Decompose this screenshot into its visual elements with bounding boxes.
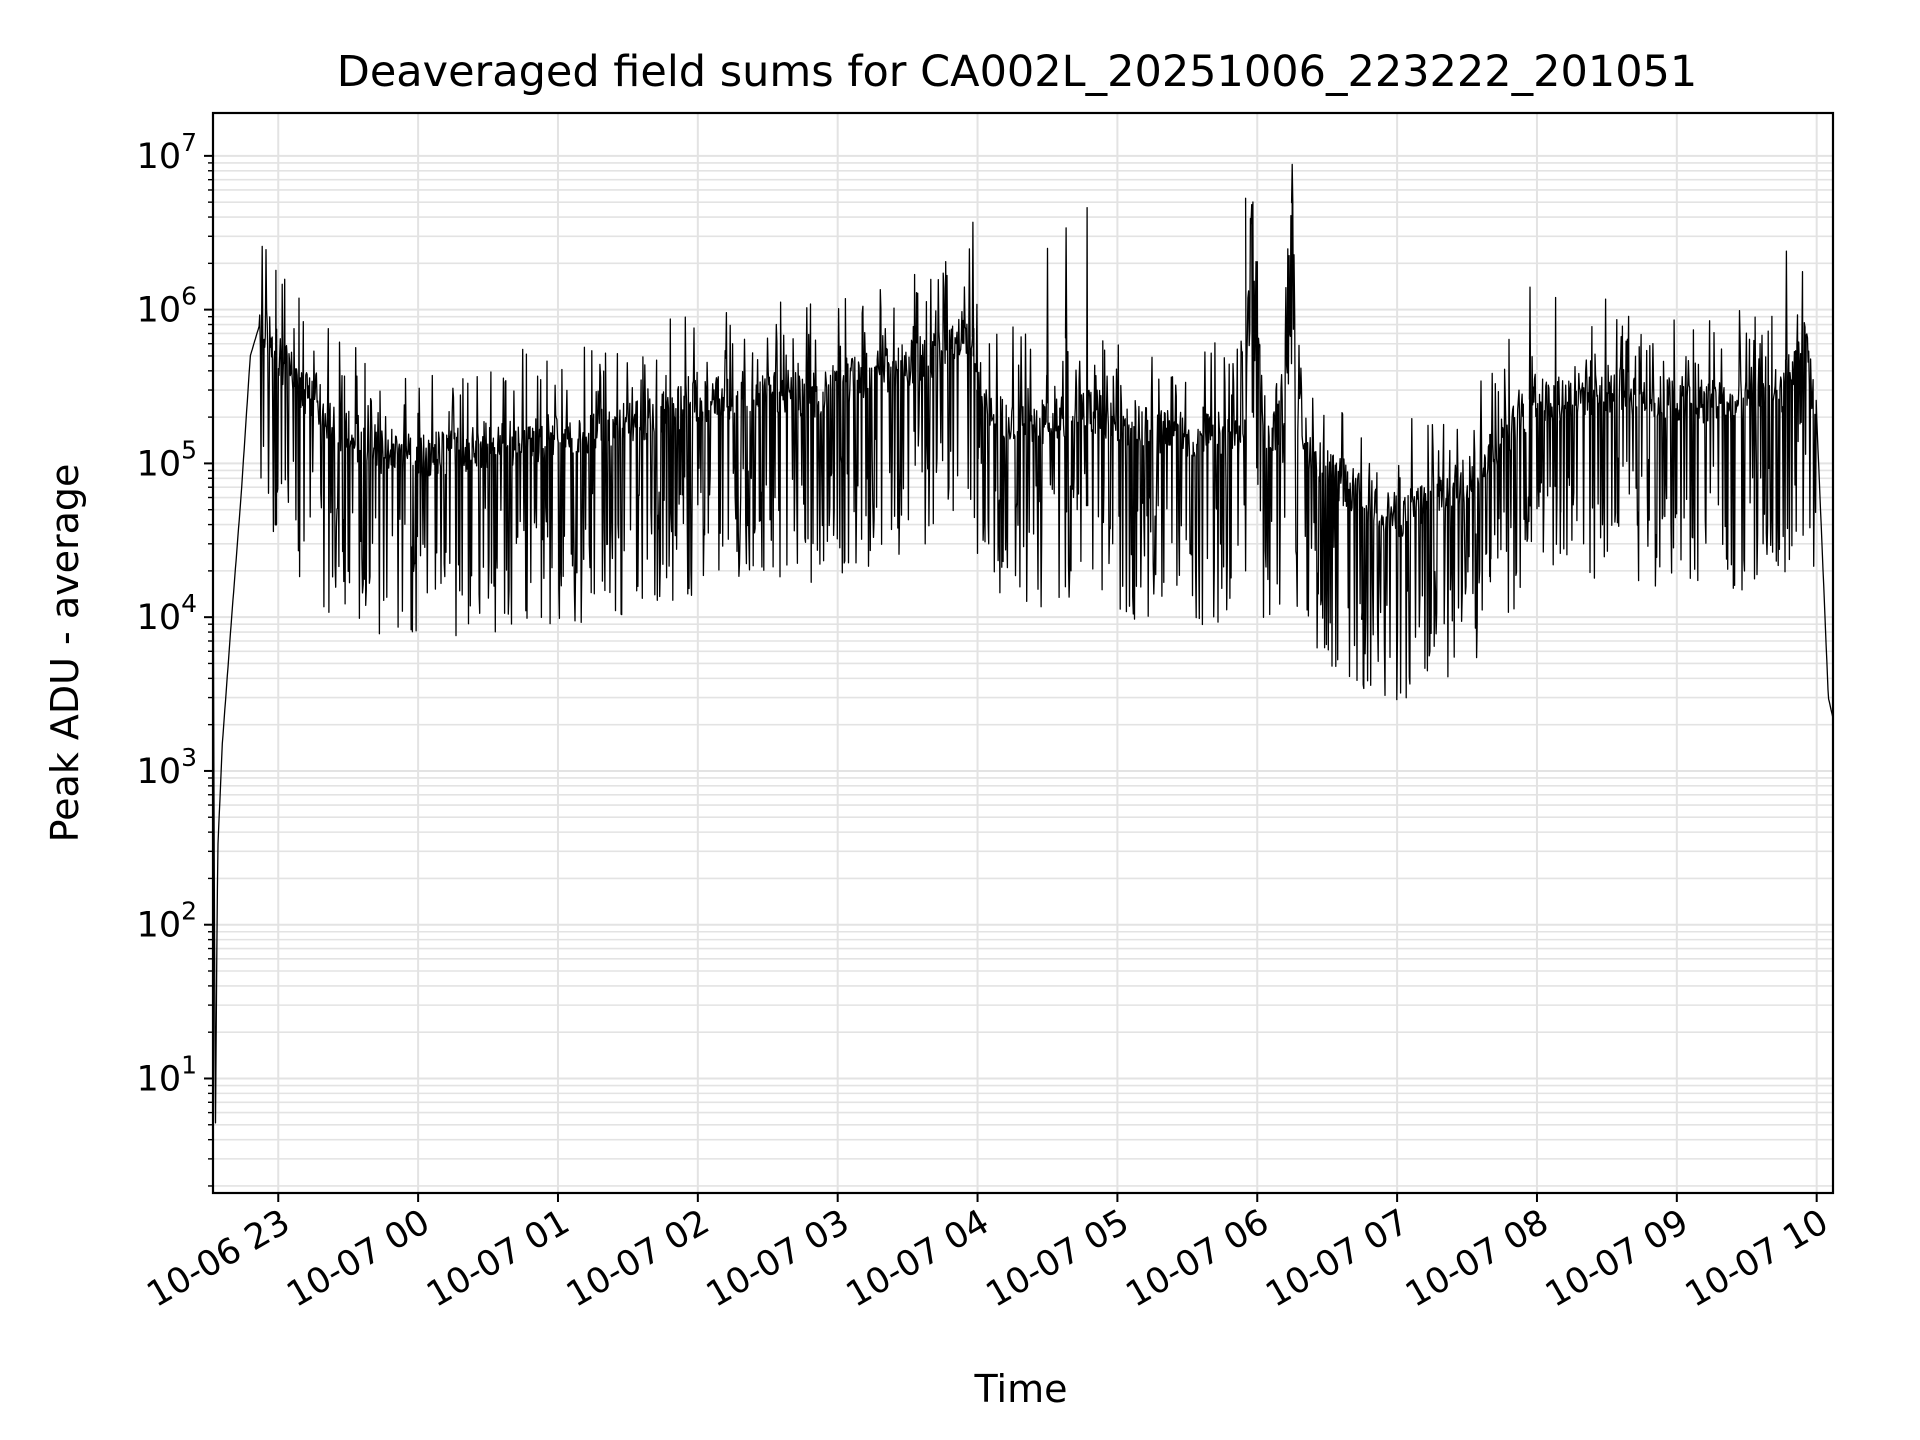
y-tick-base: 10 [137,291,182,331]
x-axis-label: Time [974,1367,1068,1411]
y-tick-exponent: 5 [181,435,197,464]
y-tick-base: 10 [137,752,182,792]
chart-title: Deaveraged field sums for CA002L_2025100… [337,47,1698,97]
y-tick-base: 10 [137,598,182,638]
y-axis-label: Peak ADU - average [43,464,87,843]
series-line [212,163,1834,1124]
y-tick-exponent: 1 [181,1050,197,1079]
y-tick-exponent: 4 [181,589,197,618]
y-tick-exponent: 2 [181,897,197,926]
y-tick-label: 102 [137,897,197,946]
plot-frame [211,111,1835,1195]
y-tick-exponent: 3 [181,743,197,772]
y-tick-base: 10 [137,444,182,484]
y-tick-label: 104 [137,589,197,638]
y-tick-base: 10 [137,906,182,946]
y-tick-exponent: 6 [181,282,197,311]
y-tick-base: 10 [137,137,182,177]
y-tick-exponent: 7 [181,128,197,157]
y-tick-label: 107 [137,128,197,177]
y-tick-base: 10 [137,1059,182,1099]
y-tick-label: 106 [137,282,197,331]
data-series [212,163,1834,1124]
y-tick-label: 105 [137,435,197,484]
y-tick-label: 101 [137,1050,197,1099]
y-tick-label: 103 [137,743,197,792]
